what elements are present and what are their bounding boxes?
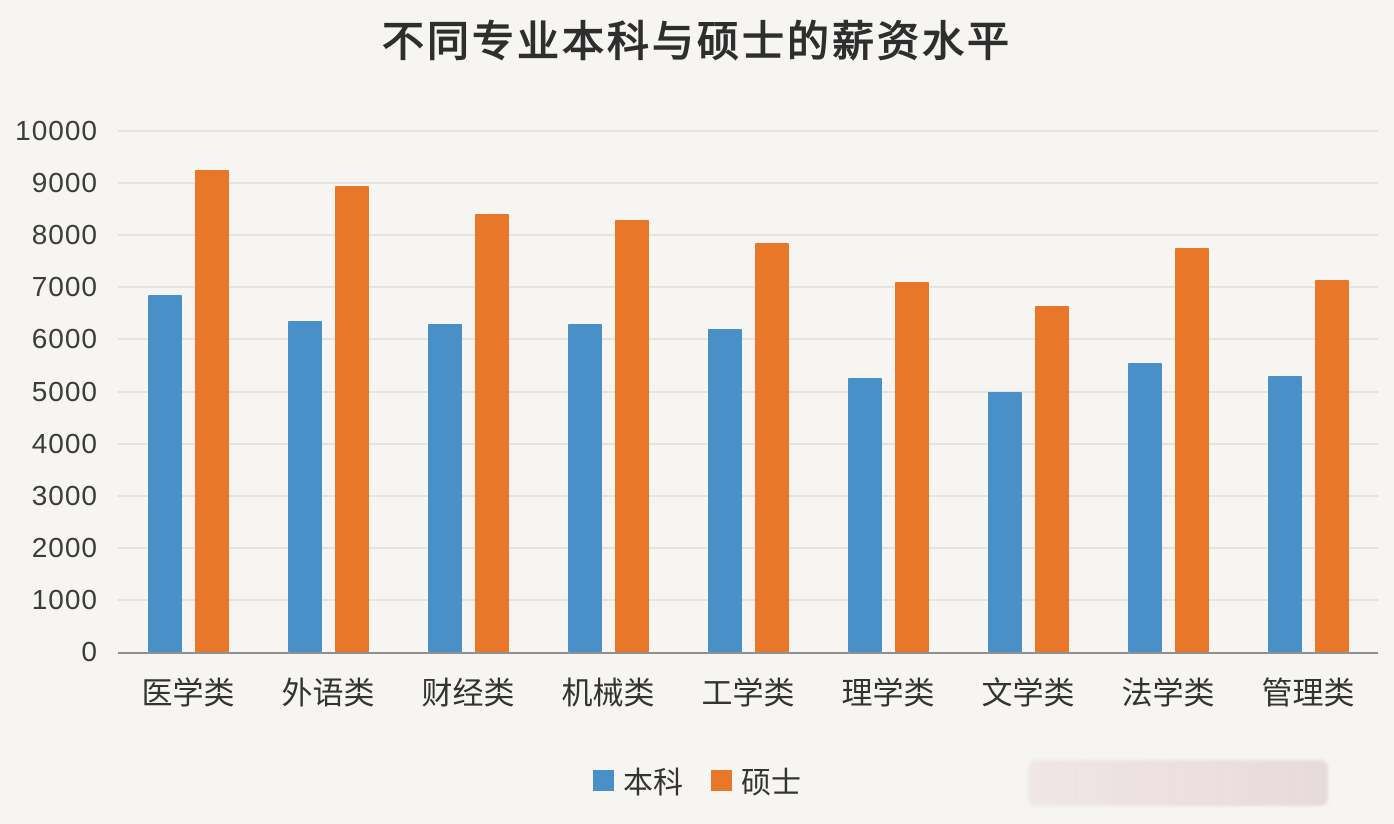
plot-area xyxy=(118,130,1378,654)
bar-series-0 xyxy=(847,378,882,652)
bar-series-0 xyxy=(147,295,182,652)
bar-series-0 xyxy=(567,323,602,652)
x-axis: 医学类 外语类 财经类 机械类 工学类 理学类 文学类 法学类 管理类 xyxy=(118,668,1378,713)
x-axis-label: 管理类 xyxy=(1261,676,1355,711)
y-tick-label: 4000 xyxy=(31,427,98,459)
x-axis-label: 财经类 xyxy=(421,676,515,711)
bar-series-1 xyxy=(334,185,369,652)
bar-series-0 xyxy=(427,323,462,652)
legend-swatch xyxy=(593,769,614,791)
bar-group xyxy=(538,131,678,652)
bar-group xyxy=(818,131,958,652)
y-tick-label: 3000 xyxy=(31,479,98,511)
y-tick-label: 0 xyxy=(81,636,98,667)
y-tick-label: 2000 xyxy=(31,531,98,563)
x-axis-label: 医学类 xyxy=(141,676,235,711)
y-tick-label: 8000 xyxy=(31,219,98,251)
bar-series-1 xyxy=(754,243,789,652)
y-tick-label: 6000 xyxy=(31,323,98,355)
x-axis-label: 机械类 xyxy=(561,676,655,711)
y-tick-label: 9000 xyxy=(31,167,98,199)
chart-title: 不同专业本科与硕士的薪资水平 xyxy=(381,18,1012,65)
x-axis-label: 外语类 xyxy=(281,676,375,711)
legend-swatch xyxy=(711,769,732,791)
x-axis-label: 工学类 xyxy=(701,676,795,711)
bar-group xyxy=(1238,131,1378,652)
bar-group xyxy=(958,131,1098,652)
bar-series-1 xyxy=(1174,248,1209,652)
bar-series-0 xyxy=(707,328,742,652)
bar-series-0 xyxy=(1127,362,1162,652)
bar-series-1 xyxy=(894,282,929,652)
y-tick-label: 5000 xyxy=(31,375,98,407)
bar-series-0 xyxy=(287,321,322,652)
watermark xyxy=(1028,760,1328,806)
x-axis-label: 理学类 xyxy=(841,676,935,711)
legend-label: 本科 xyxy=(623,767,683,800)
bar-series-1 xyxy=(474,214,509,652)
legend-label: 硕士 xyxy=(741,767,801,800)
y-tick-label: 10000 xyxy=(15,115,98,146)
bar-series-0 xyxy=(1267,375,1302,652)
bar-group xyxy=(398,131,538,652)
y-tick-label: 7000 xyxy=(31,271,98,303)
y-axis: 0 1000 2000 3000 4000 5000 6000 7000 8000 9000 100… xyxy=(0,115,106,667)
bar-series-1 xyxy=(1034,305,1069,652)
bar-series-1 xyxy=(1314,279,1349,652)
bar-series-0 xyxy=(987,391,1022,652)
legend-item: 硕士 xyxy=(711,758,801,802)
bar-group xyxy=(118,131,258,652)
x-axis-label: 法学类 xyxy=(1121,676,1215,711)
bar-series-1 xyxy=(614,219,649,652)
bar-group xyxy=(1098,131,1238,652)
bar-series-1 xyxy=(194,170,229,652)
bar-group xyxy=(678,131,818,652)
legend: 本科 硕士 xyxy=(0,758,1394,802)
bar-groups xyxy=(118,131,1378,652)
bar-group xyxy=(258,131,398,652)
y-tick-label: 1000 xyxy=(31,583,98,615)
x-axis-label: 文学类 xyxy=(981,676,1075,711)
legend-item: 本科 xyxy=(593,758,683,802)
